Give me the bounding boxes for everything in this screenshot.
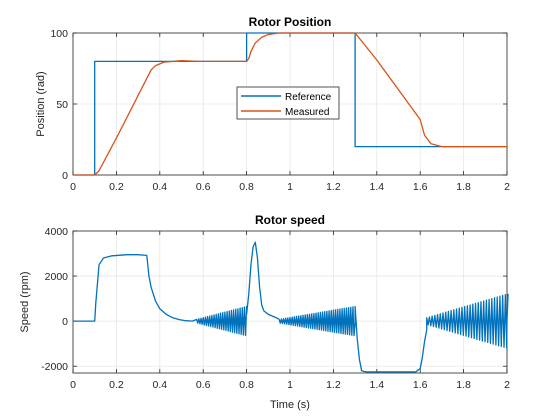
speed-xtick-label: 0.8 bbox=[239, 379, 254, 391]
position-ytick-label: 100 bbox=[50, 28, 68, 40]
position-ylabel: Position (rad) bbox=[35, 71, 47, 136]
speed-xtick-label: 1.8 bbox=[456, 379, 471, 391]
speed-ylabel: Speed (rpm) bbox=[19, 271, 31, 332]
position-xtick-label: 1.8 bbox=[456, 181, 471, 193]
legend-reference-label: Reference bbox=[285, 92, 332, 103]
speed-xtick-label: 1 bbox=[287, 379, 293, 391]
position-legend: Reference Measured bbox=[236, 86, 340, 120]
position-xtick-label: 0.8 bbox=[239, 181, 254, 193]
position-ytick-label: 50 bbox=[56, 99, 68, 111]
speed-ytick-label: -2000 bbox=[41, 361, 68, 373]
position-series bbox=[73, 32, 507, 176]
speed-yticks: -2000 0 2000 4000 bbox=[41, 226, 507, 373]
speed-xtick-label: 0.2 bbox=[109, 379, 124, 391]
position-xtick-label: 1.2 bbox=[326, 181, 341, 193]
speed-xtick-label: 1.2 bbox=[326, 379, 341, 391]
position-xtick-label: 0.4 bbox=[152, 181, 167, 193]
position-xtick-label: 0.2 bbox=[109, 181, 124, 193]
position-xtick-label: 1 bbox=[287, 181, 293, 193]
speed-xtick-label: 0.6 bbox=[196, 379, 211, 391]
speed-xtick-label: 2 bbox=[504, 379, 510, 391]
position-xtick-label: 2 bbox=[504, 181, 510, 193]
speed-ytick-label: 2000 bbox=[45, 271, 69, 283]
speed-series bbox=[73, 241, 509, 373]
position-xtick-label: 0.6 bbox=[196, 181, 211, 193]
position-xtick-label: 0 bbox=[70, 181, 76, 193]
position-title: Rotor Position bbox=[249, 15, 332, 29]
legend-measured-label: Measured bbox=[285, 107, 329, 118]
speed-xlabel: Time (s) bbox=[270, 399, 310, 411]
speed-chart: 0 0.2 0.4 0.6 0.8 1 1.2 1.4 1.6 1.8 2 -20000200040… bbox=[19, 213, 510, 411]
reference-series-line bbox=[73, 32, 507, 176]
position-chart: 0 0.2 0.4 0.6 0.8 1 1.2 1.4 1.6 1.8 2 0 50 100 Rotor… bbox=[35, 15, 510, 193]
legend-box bbox=[236, 86, 340, 120]
position-ytick-label: 0 bbox=[62, 170, 68, 182]
speed-xtick-label: 1.6 bbox=[413, 379, 428, 391]
position-xtick-label: 1.6 bbox=[413, 181, 428, 193]
speed-xtick-label: 0 bbox=[70, 379, 76, 391]
speed-title: Rotor speed bbox=[255, 213, 325, 227]
position-xtick-label: 1.4 bbox=[369, 181, 384, 193]
measured-series-line bbox=[73, 32, 507, 176]
speed-xticks: 0 0.2 0.4 0.6 0.8 1 1.2 1.4 1.6 1.8 2 bbox=[70, 231, 510, 391]
speed-series-line bbox=[73, 241, 509, 373]
speed-xtick-label: 0.4 bbox=[152, 379, 167, 391]
speed-ytick-label: 4000 bbox=[45, 226, 69, 238]
speed-ytick-label: 0 bbox=[62, 316, 68, 328]
speed-xtick-label: 1.4 bbox=[369, 379, 384, 391]
position-xticks: 0 0.2 0.4 0.6 0.8 1 1.2 1.4 1.6 1.8 2 bbox=[70, 33, 510, 193]
